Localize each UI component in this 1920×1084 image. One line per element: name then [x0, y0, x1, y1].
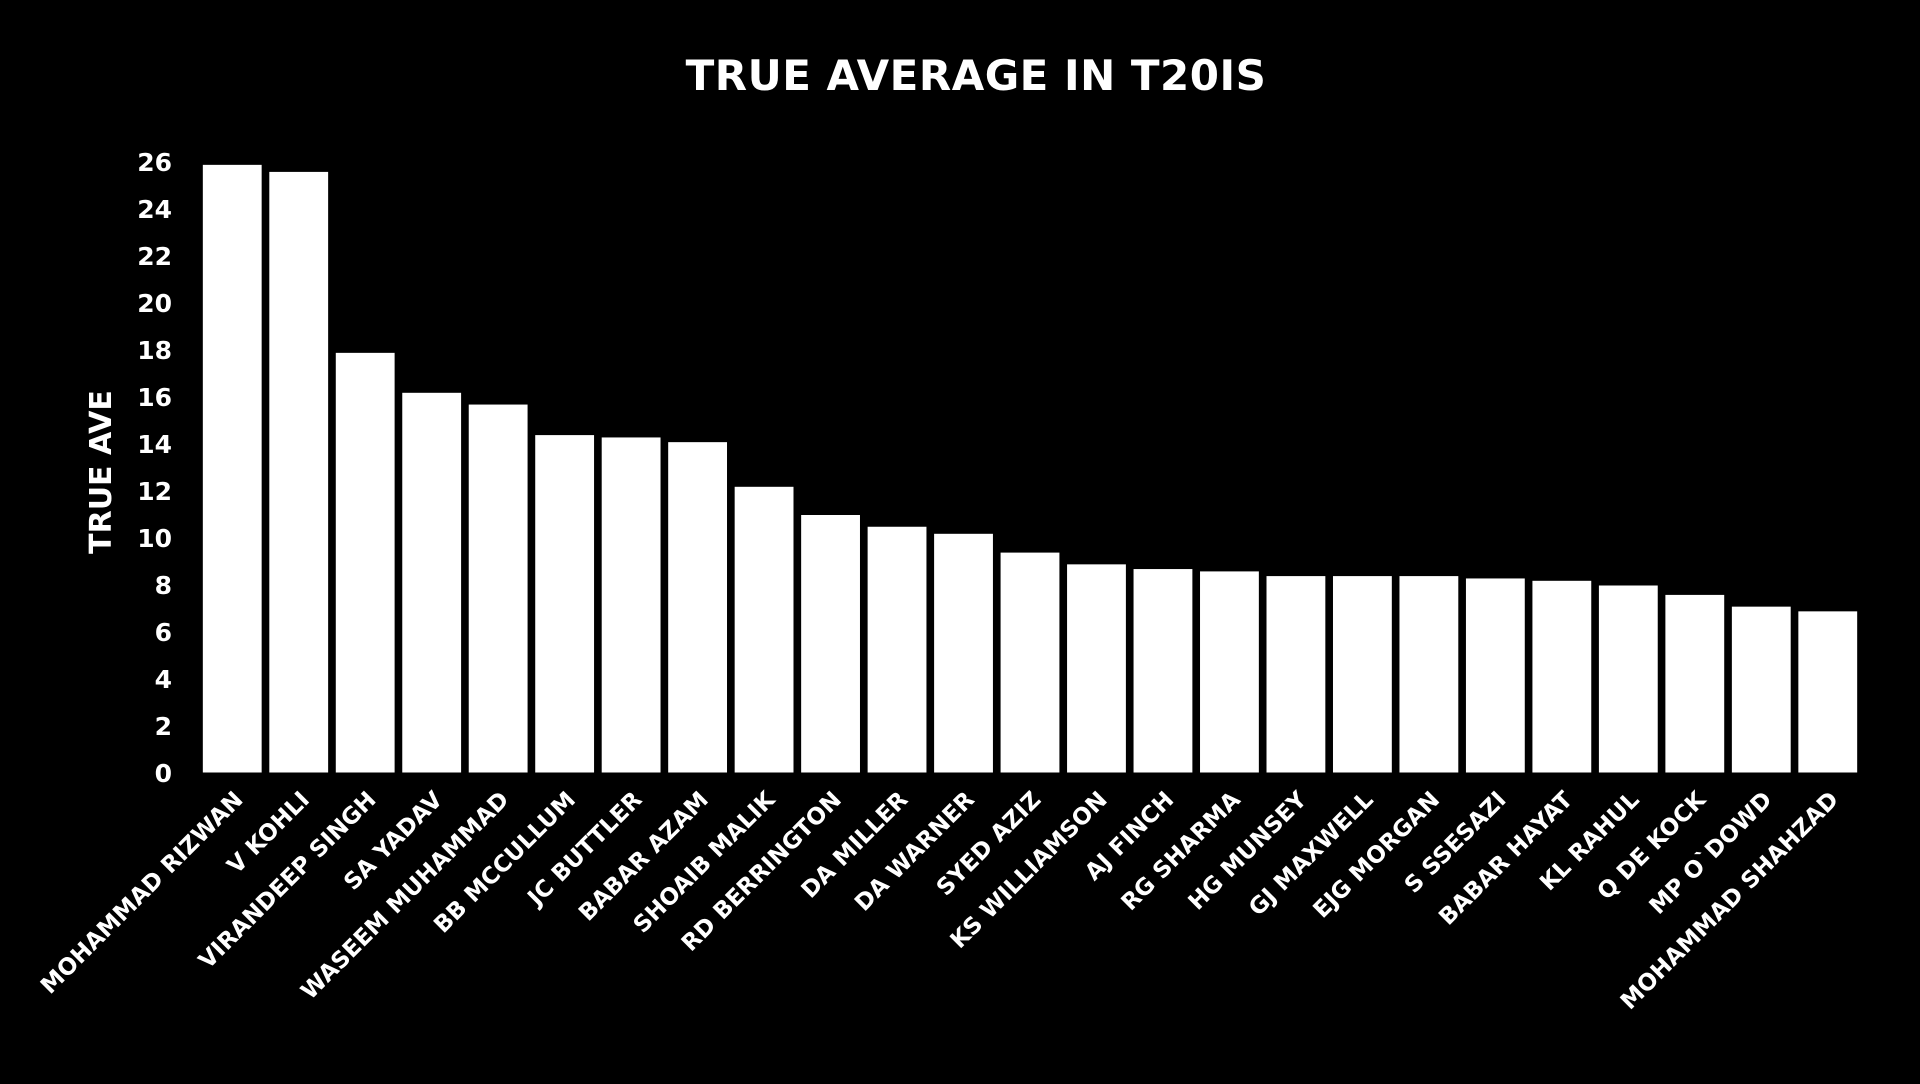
- bar: [534, 434, 596, 774]
- y-axis-label: TRUE AVE: [84, 390, 119, 554]
- bar: [1265, 575, 1327, 774]
- bar: [1531, 579, 1593, 774]
- y-tick-label: 16: [137, 383, 172, 412]
- bar: [1398, 575, 1460, 774]
- bar: [1132, 568, 1194, 774]
- bar: [401, 391, 463, 774]
- bar: [1597, 584, 1659, 774]
- y-tick-label: 20: [137, 289, 172, 318]
- bar: [933, 532, 994, 774]
- bar: [334, 351, 396, 774]
- y-tick-label: 18: [137, 336, 172, 365]
- y-tick-label: 8: [155, 571, 172, 600]
- bar: [1797, 610, 1859, 774]
- y-tick-label: 12: [137, 477, 172, 506]
- y-tick-label: 6: [155, 618, 172, 647]
- bar: [999, 551, 1061, 774]
- bar: [1199, 570, 1260, 774]
- y-tick-label: 22: [137, 242, 172, 271]
- bar: [1066, 563, 1127, 774]
- bar: [268, 170, 330, 774]
- chart-title: TRUE AVERAGE IN T20IS: [686, 51, 1267, 100]
- y-tick-label: 14: [137, 430, 172, 459]
- y-tick-label: 10: [137, 524, 172, 553]
- bars-group: [201, 163, 1859, 774]
- y-tick-label: 4: [155, 665, 172, 694]
- bar: [866, 525, 928, 774]
- bar: [667, 441, 729, 774]
- y-tick-label: 2: [155, 712, 172, 741]
- y-tick-label: 0: [155, 759, 172, 788]
- bar: [1664, 593, 1726, 774]
- bar: [800, 514, 861, 774]
- bar: [600, 436, 662, 774]
- bar: [1464, 577, 1526, 774]
- bar: [733, 485, 795, 774]
- bar: [1730, 605, 1792, 774]
- bar: [467, 403, 529, 774]
- bar: [1331, 575, 1393, 774]
- bar: [201, 163, 263, 774]
- y-tick-label: 26: [137, 148, 172, 177]
- y-tick-label: 24: [137, 195, 172, 224]
